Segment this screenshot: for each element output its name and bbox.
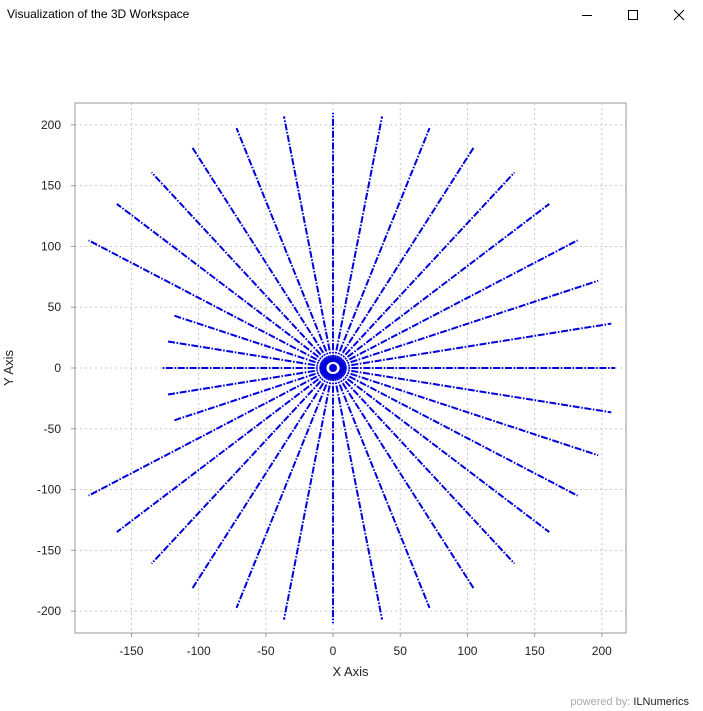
close-button[interactable] [656,0,702,30]
data-ray-110 [235,127,332,363]
data-ray-150 [88,239,328,366]
data-ray-230 [150,371,330,565]
footer-prefix: powered by: [570,696,634,708]
y-tick-label: -150 [37,543,61,557]
x-axis-label: X Axis [332,664,369,679]
data-ray-170 [166,340,327,368]
data-ray-240 [191,372,331,590]
y-tick-label: -50 [44,422,62,436]
data-ray-210 [88,370,328,497]
data-ray-290 [334,373,431,609]
data-ray-300 [335,372,475,590]
data-ray-280 [333,373,384,620]
footer-brand[interactable]: ILNumerics [633,696,689,708]
x-tick-label: -100 [187,644,211,658]
data-ray-250 [235,373,332,609]
data-ray-100 [282,116,333,363]
plot-frame [74,102,627,634]
minimize-button[interactable] [564,0,610,30]
y-tick-label: 50 [48,300,62,314]
y-tick-labels: -200 -150 -100 -50 0 50 100 150 200 [37,118,61,618]
x-tick-label: -50 [257,644,275,658]
window-title: Visualization of the 3D Workspace [7,7,190,21]
data-ray-20 [339,279,599,367]
data-ray-30 [338,239,578,366]
x-tick-label: 150 [525,644,545,658]
data-ray-140 [116,203,329,365]
maximize-button[interactable] [610,0,656,30]
data-ray-120 [191,146,331,364]
data-ray-160 [174,314,328,367]
close-icon [673,9,685,21]
data-ray-60 [335,146,475,364]
data-ray-190 [166,368,327,396]
minimize-icon [582,15,592,16]
data-ray-80 [333,116,384,363]
data-ray-130 [150,171,330,365]
data-ray-330 [338,370,578,497]
data-ray-350 [339,368,612,414]
data-ray-10 [339,322,612,368]
x-tick-label: -150 [119,644,143,658]
y-tick-label: 150 [41,179,61,193]
x-tick-label: 50 [394,644,408,658]
y-tick-label: 0 [54,361,61,375]
window-titlebar: Visualization of the 3D Workspace [0,0,703,30]
data-ray-340 [339,369,599,457]
y-tick-label: 200 [41,118,61,132]
x-tick-label: 0 [330,644,337,658]
x-tick-labels: -150 -100 -50 0 50 100 150 200 [119,644,612,658]
data-rays [88,112,616,624]
chart: -150 -100 -50 0 50 100 150 200 -200 -150 -100 -50 0… [1,102,627,679]
data-ray-200 [174,369,328,422]
data-ray-40 [337,203,550,365]
footer-credit: powered by: ILNumerics [570,696,689,708]
data-ray-220 [116,371,329,533]
y-tick-label: 100 [41,239,61,253]
data-ray-320 [337,371,550,533]
x-tick-label: 200 [592,644,612,658]
data-ray-50 [336,171,516,365]
data-ray-70 [334,127,431,363]
data-ray-310 [336,371,516,565]
y-axis-label: Y Axis [1,350,16,386]
x-tick-label: 100 [457,644,477,658]
data-ray-260 [282,373,333,620]
center-point [329,364,338,372]
center-ring [322,357,344,379]
y-tick-label: -100 [37,483,61,497]
maximize-icon [628,10,638,20]
y-tick-label: -200 [37,604,61,618]
